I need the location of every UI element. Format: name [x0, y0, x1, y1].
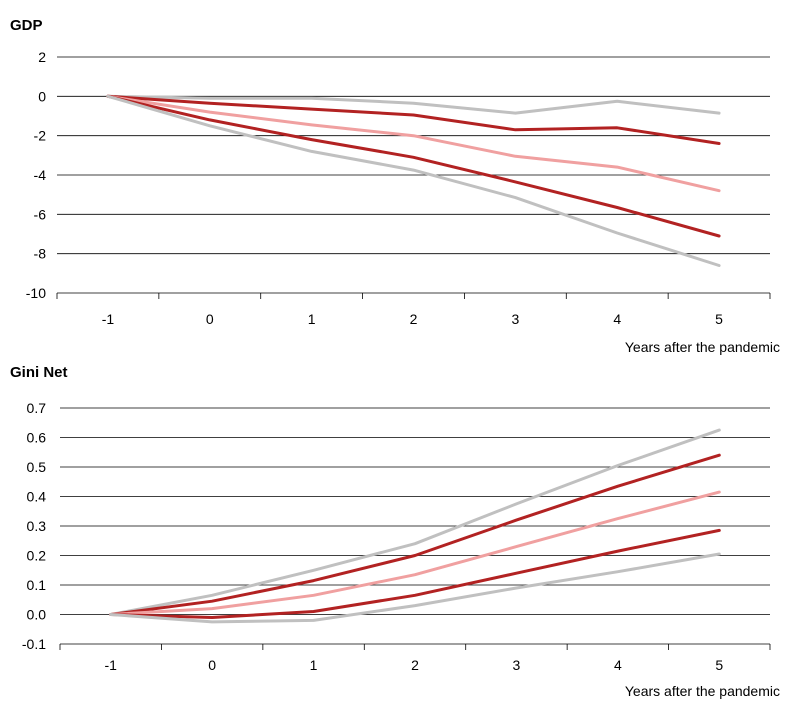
y-tick-label: 0.6 [27, 430, 47, 446]
x-axis-title: Years after the pandemic [625, 339, 780, 355]
x-tick-label: -1 [102, 311, 115, 327]
series-line-2 [106, 94, 721, 193]
series-line-0 [106, 94, 721, 115]
series-line-1 [109, 453, 721, 616]
series-line-2 [109, 490, 721, 616]
y-tick-label: 0.3 [27, 518, 47, 534]
y-tick-label: 0.5 [27, 459, 47, 475]
x-tick-label: 2 [411, 657, 419, 673]
x-tick-label: 2 [410, 311, 418, 327]
x-tick-label: 5 [715, 311, 723, 327]
series-line-3 [106, 94, 721, 238]
y-tick-label: -6 [34, 206, 47, 222]
x-tick-label: 4 [613, 311, 621, 327]
x-tick-label: 1 [310, 657, 318, 673]
x-tick-label: 4 [614, 657, 622, 673]
series-line-0 [109, 428, 721, 616]
x-tick-label: 0 [208, 657, 216, 673]
chart-title: Gini Net [10, 364, 68, 381]
series-line-3 [109, 528, 721, 619]
y-tick-label: -0.1 [22, 636, 46, 652]
x-tick-label: -1 [104, 657, 117, 673]
x-axis-title: Years after the pandemic [625, 683, 780, 699]
y-tick-label: 2 [38, 49, 46, 65]
series-line-4 [106, 94, 721, 267]
x-tick-label: 3 [513, 657, 521, 673]
series-line-4 [109, 552, 721, 624]
y-tick-label: -8 [34, 246, 47, 262]
y-tick-label: 0 [38, 88, 46, 104]
x-tick-label: 5 [715, 657, 723, 673]
y-tick-label: 0.4 [27, 489, 47, 505]
x-tick-label: 3 [511, 311, 519, 327]
y-tick-label: 0.2 [27, 548, 47, 564]
y-tick-label: -4 [34, 167, 47, 183]
y-tick-label: -2 [34, 128, 47, 144]
y-tick-label: 0.0 [27, 607, 47, 623]
y-tick-label: -10 [26, 285, 46, 301]
x-tick-label: 0 [206, 311, 214, 327]
y-tick-label: 0.7 [27, 400, 47, 416]
series-line-1 [106, 94, 721, 145]
chart-1: Gini Net 0.7 0.6 0.5 0.4 0.3 0.2 0.1 0.0 -0.1 -1 0 1… [10, 364, 780, 699]
y-tick-label: 0.1 [27, 577, 47, 593]
x-tick-label: 1 [308, 311, 316, 327]
chart-title: GDP [10, 17, 43, 34]
